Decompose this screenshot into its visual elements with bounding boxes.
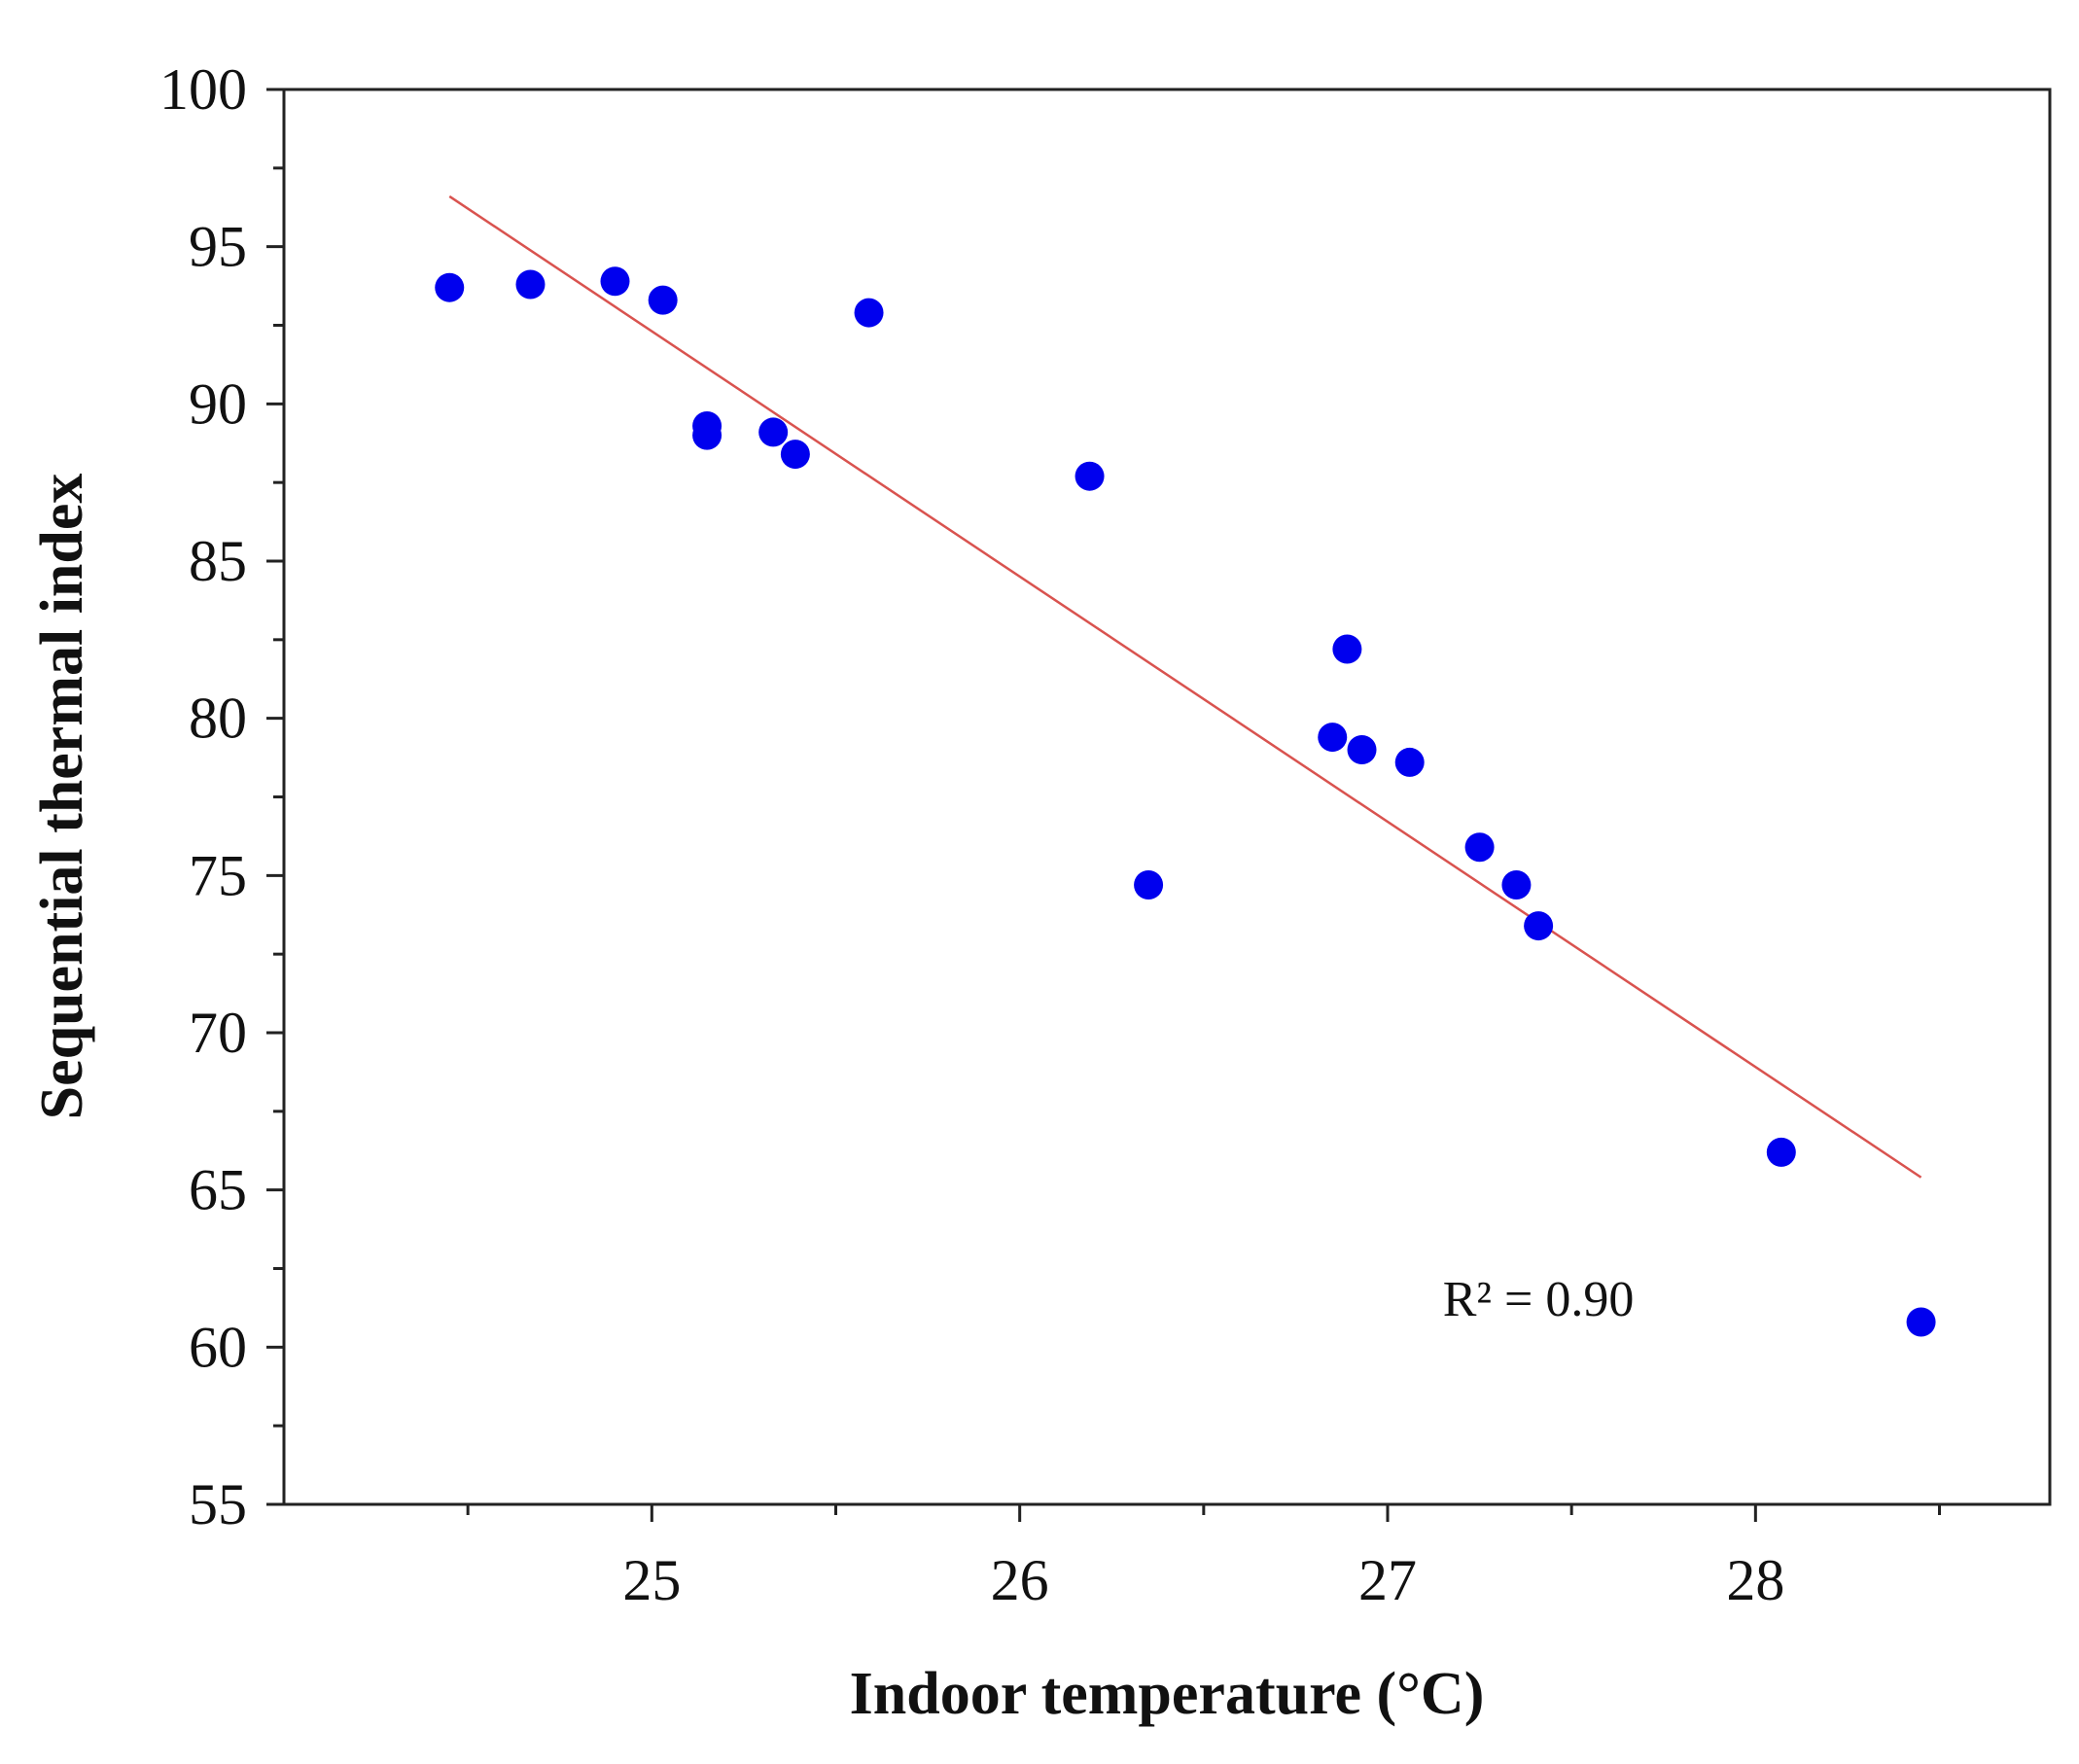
data-point	[515, 269, 546, 300]
y-tick-label: 55	[189, 1472, 247, 1536]
data-point	[1394, 747, 1425, 777]
data-point	[435, 272, 465, 302]
y-tick-label: 65	[189, 1158, 247, 1222]
data-point	[1766, 1137, 1796, 1167]
data-point	[648, 285, 678, 315]
data-point	[854, 298, 884, 328]
x-tick-label: 25	[622, 1548, 681, 1612]
tick-labels: 25 26 27 28 55 60 65 70 75 80 85 90 95 100	[159, 57, 1784, 1612]
data-point	[758, 417, 789, 447]
x-tick-label: 28	[1726, 1548, 1784, 1612]
axis-ticks	[266, 88, 1941, 1522]
y-axis-title: Sequential thermal index	[29, 474, 95, 1120]
data-point	[1075, 461, 1105, 491]
data-point	[600, 266, 630, 297]
data-point	[1906, 1307, 1936, 1337]
y-tick-label: 70	[189, 1001, 247, 1065]
y-tick-label: 90	[189, 371, 247, 436]
trendline-layer	[448, 194, 1922, 1179]
data-points	[435, 266, 1936, 1337]
data-point	[1347, 735, 1377, 764]
y-tick-label: 80	[189, 687, 247, 751]
x-tick-label: 26	[991, 1548, 1049, 1612]
y-tick-label: 100	[159, 57, 247, 122]
data-point	[1134, 870, 1164, 900]
x-axis-title: Indoor temperature (°C)	[850, 1661, 1485, 1727]
y-tick-label: 95	[189, 215, 247, 279]
y-tick-label: 75	[189, 843, 247, 907]
annotations: R² = 0.90	[1443, 1272, 1635, 1327]
data-point	[1501, 870, 1532, 900]
plot-frame	[282, 88, 2052, 1506]
data-point	[1524, 911, 1554, 941]
data-point	[780, 440, 810, 470]
trend-line	[448, 194, 1922, 1179]
data-point	[1318, 723, 1348, 753]
x-tick-label: 27	[1358, 1548, 1417, 1612]
r-squared-annotation: R² = 0.90	[1443, 1272, 1635, 1327]
data-point	[692, 420, 722, 450]
data-point	[1332, 634, 1362, 664]
y-tick-label: 85	[189, 529, 247, 593]
y-tick-label: 60	[189, 1315, 247, 1379]
data-point	[1464, 832, 1495, 863]
